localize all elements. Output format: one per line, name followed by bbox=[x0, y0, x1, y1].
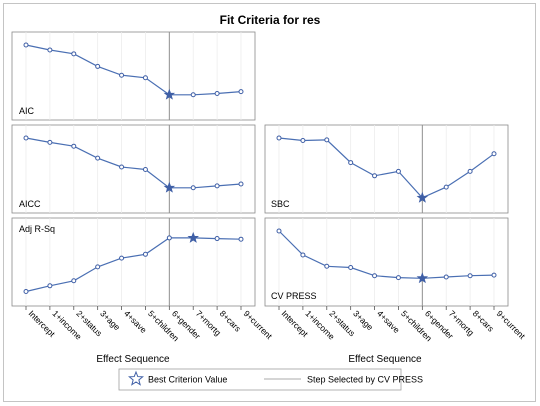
data-point-adj-r-sq bbox=[142, 251, 148, 257]
data-point-cv-press bbox=[276, 228, 282, 234]
data-point-sbc bbox=[467, 168, 473, 174]
data-point-aicc bbox=[23, 135, 29, 141]
data-point-sbc bbox=[395, 168, 401, 174]
data-point-sbc bbox=[348, 160, 354, 166]
x-tick-label: 9+current bbox=[242, 308, 275, 341]
best-point-aic bbox=[163, 88, 176, 100]
data-point-cv-press bbox=[348, 265, 354, 271]
data-point-sbc bbox=[372, 173, 378, 179]
x-tick-label: 9+current bbox=[495, 308, 528, 341]
series-line-aic bbox=[25, 44, 242, 96]
data-point-adj-r-sq bbox=[71, 278, 77, 284]
data-point-adj-r-sq bbox=[166, 235, 172, 241]
x-axis-label-left: Effect Sequence bbox=[96, 354, 170, 365]
data-point-adj-r-sq bbox=[214, 236, 220, 242]
data-point-adj-r-sq bbox=[47, 283, 53, 289]
data-point-aicc bbox=[95, 155, 101, 161]
data-point-cv-press bbox=[491, 272, 497, 278]
data-point-aicc bbox=[238, 181, 244, 187]
data-point-aic bbox=[214, 91, 220, 97]
legend-best-label: Best Criterion Value bbox=[148, 375, 227, 385]
legend-star-icon bbox=[128, 370, 144, 386]
legend-step-label: Step Selected by CV PRESS bbox=[307, 375, 423, 385]
panel-frame-aicc bbox=[11, 124, 256, 214]
panel-frame-cv-press bbox=[264, 217, 509, 307]
data-point-cv-press bbox=[467, 273, 473, 279]
legend: Best Criterion Value Step Selected by CV… bbox=[118, 368, 423, 391]
best-point-cv-press bbox=[416, 272, 429, 284]
data-point-aicc bbox=[142, 167, 148, 172]
best-point-aicc bbox=[163, 181, 176, 193]
panel-label-aic: AIC bbox=[19, 106, 35, 116]
data-point-aic bbox=[142, 75, 148, 81]
series-line-cv-press bbox=[278, 230, 495, 279]
data-point-cv-press bbox=[300, 252, 306, 258]
data-point-adj-r-sq bbox=[119, 255, 125, 261]
data-point-aicc bbox=[71, 143, 77, 149]
panel-frame-sbc bbox=[264, 124, 509, 214]
series-line-sbc bbox=[278, 137, 495, 199]
data-point-cv-press bbox=[443, 274, 449, 280]
series-line-aicc bbox=[25, 137, 242, 189]
data-point-aicc bbox=[190, 185, 196, 191]
chart-frame bbox=[3, 3, 536, 402]
data-point-sbc bbox=[491, 151, 497, 157]
data-point-sbc bbox=[300, 138, 306, 144]
data-point-cv-press bbox=[372, 273, 378, 279]
x-tick-label: 4+save bbox=[122, 308, 149, 335]
x-axis-label-right: Effect Sequence bbox=[348, 354, 422, 365]
data-point-aic bbox=[119, 72, 125, 78]
data-point-aic bbox=[23, 42, 29, 48]
data-point-adj-r-sq bbox=[238, 236, 244, 242]
data-point-aicc bbox=[214, 183, 220, 189]
data-point-sbc bbox=[276, 135, 282, 141]
data-point-adj-r-sq bbox=[95, 264, 101, 270]
panel-label-aicc: AICC bbox=[19, 199, 41, 209]
x-tick-label: 4+save bbox=[375, 308, 402, 335]
best-point-adj-r-sq bbox=[187, 231, 199, 243]
data-point-aic bbox=[95, 63, 101, 69]
panel-label-sbc: SBC bbox=[271, 199, 290, 209]
data-point-aicc bbox=[47, 139, 53, 145]
panel-label-cv-press: CV PRESS bbox=[271, 291, 317, 301]
data-point-aic bbox=[238, 89, 244, 95]
data-point-aic bbox=[71, 51, 77, 57]
data-point-cv-press bbox=[395, 275, 401, 281]
data-point-sbc bbox=[443, 184, 449, 190]
data-point-aicc bbox=[119, 164, 125, 170]
panel-frame-adj-r-sq bbox=[11, 217, 256, 307]
legend-box bbox=[118, 368, 402, 391]
data-point-sbc bbox=[324, 137, 330, 143]
chart-title: Fit Criteria for res bbox=[220, 13, 321, 27]
best-point-sbc bbox=[416, 191, 429, 203]
data-point-aic bbox=[190, 92, 196, 98]
data-point-adj-r-sq bbox=[23, 288, 29, 294]
panel-frame-aic bbox=[11, 31, 256, 121]
series-line-adj-r-sq bbox=[25, 237, 242, 293]
data-point-cv-press bbox=[324, 263, 330, 269]
panel-label-adj-r-sq: Adj R-Sq bbox=[19, 224, 55, 234]
data-point-aic bbox=[47, 47, 53, 53]
